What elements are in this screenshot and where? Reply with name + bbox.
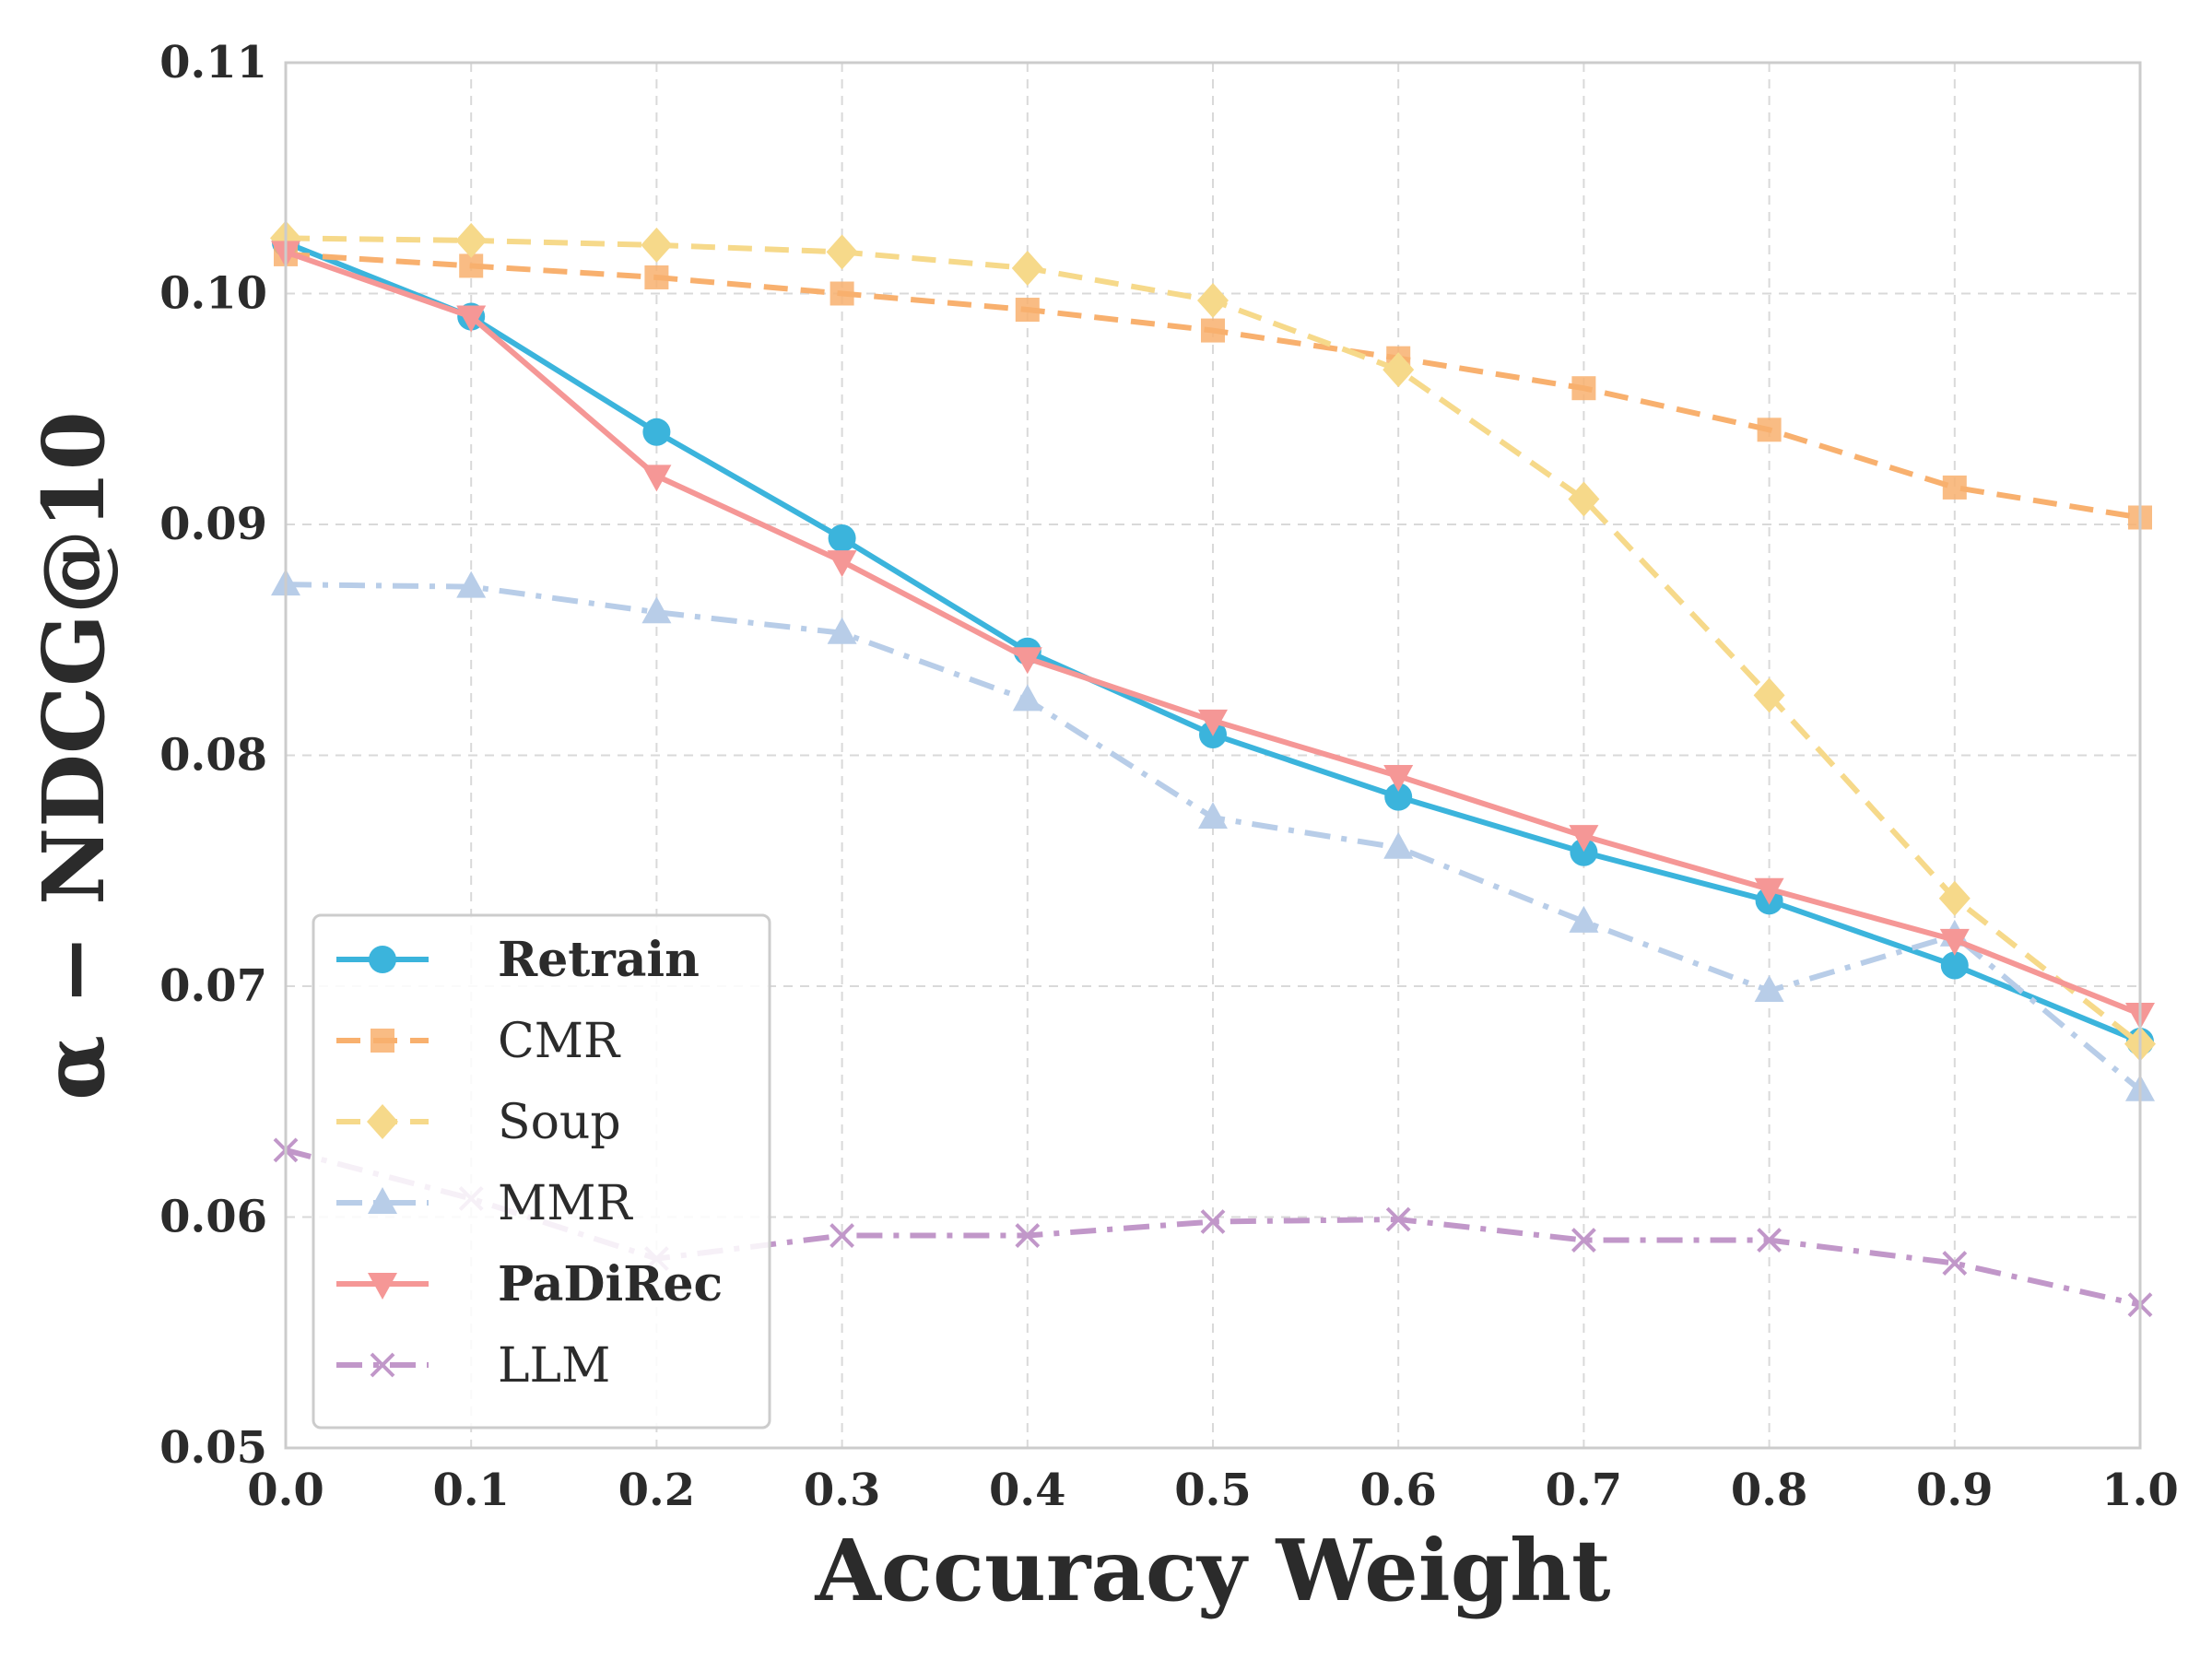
data-point-retrain	[1940, 951, 1969, 980]
x-tick-label: 0.7	[1546, 1465, 1623, 1516]
data-point-padirec	[1383, 765, 1414, 793]
x-tick-label: 1.0	[2101, 1465, 2179, 1516]
y-axis-title: α − NDCG@10	[24, 411, 124, 1100]
data-point-llm	[1757, 1228, 1783, 1253]
data-point-cmr	[1571, 376, 1596, 401]
y-tick-labels: 0.05 0.06 0.07 0.08 0.09 0.10 0.11	[159, 37, 267, 1474]
legend-item-llm: LLM	[336, 1338, 610, 1394]
data-point-cmr	[1201, 318, 1225, 343]
grid	[286, 63, 2140, 1448]
x-tick-label: 0.1	[432, 1465, 510, 1516]
data-point-padirec	[1939, 928, 1970, 956]
data-point-mmr	[641, 596, 672, 624]
legend-label-soup: Soup	[498, 1095, 621, 1150]
x-tick-label: 0.0	[247, 1465, 324, 1516]
data-point-llm	[830, 1223, 855, 1248]
data-point-mmr	[456, 571, 487, 598]
x-tick-label: 0.5	[1174, 1465, 1252, 1516]
legend-item-padirec: PaDiRec	[336, 1256, 723, 1312]
y-tick-label: 0.07	[159, 960, 267, 1012]
data-point-soup	[641, 227, 673, 263]
legend-label-retrain: Retrain	[498, 932, 700, 988]
data-point-llm	[1942, 1251, 1968, 1277]
legend-marker-retrain	[369, 946, 396, 973]
data-point-padirec	[641, 465, 672, 492]
legend-marker-cmr	[371, 1029, 394, 1053]
data-point-padirec	[827, 550, 857, 578]
data-point-cmr	[1942, 475, 1967, 500]
data-point-soup	[1011, 250, 1043, 286]
x-tick-label: 0.3	[804, 1465, 881, 1516]
data-point-mmr	[827, 617, 857, 644]
legend-marker-llm	[370, 1352, 395, 1378]
legend-marker-soup	[367, 1104, 398, 1139]
y-tick-label: 0.06	[159, 1192, 267, 1243]
data-point-llm	[1571, 1228, 1596, 1253]
legend-marker-mmr	[368, 1187, 397, 1214]
data-point-retrain	[1570, 838, 1598, 866]
data-point-soup	[826, 234, 858, 270]
legend-label-padirec: PaDiRec	[498, 1256, 723, 1312]
x-tick-label: 0.9	[1916, 1465, 1994, 1516]
data-point-mmr	[1754, 975, 1784, 1003]
data-point-padirec	[1012, 647, 1042, 675]
legend-item-cmr: CMR	[336, 1014, 621, 1069]
data-point-soup	[1938, 880, 1971, 916]
legend-marker-padirec	[368, 1273, 397, 1300]
y-tick-label: 0.08	[159, 730, 267, 782]
legend-label-mmr: MMR	[498, 1176, 633, 1231]
data-point-cmr	[644, 265, 669, 289]
data-point-mmr	[1383, 831, 1414, 859]
plot-frame	[284, 61, 2142, 1450]
legend-item-mmr: MMR	[336, 1176, 633, 1231]
x-tick-label: 0.4	[989, 1465, 1066, 1516]
data-point-llm	[1385, 1206, 1411, 1232]
data-point-mmr	[1198, 802, 1228, 830]
data-point-mmr	[1569, 905, 1599, 933]
legend-item-soup: Soup	[336, 1095, 621, 1150]
x-tick-label: 0.2	[618, 1465, 696, 1516]
data-point-soup	[1382, 352, 1415, 388]
y-tick-label: 0.05	[159, 1422, 267, 1474]
data-point-padirec	[1754, 877, 1784, 905]
x-tick-label: 0.8	[1731, 1465, 1808, 1516]
data-point-retrain	[642, 418, 671, 446]
data-point-mmr	[1012, 684, 1042, 712]
data-point-soup	[455, 222, 488, 258]
x-tick-label: 0.6	[1359, 1465, 1437, 1516]
data-point-soup	[1568, 481, 1600, 517]
data-point-cmr	[1757, 418, 1782, 442]
y-tick-label: 0.09	[159, 499, 267, 550]
data-point-padirec	[1198, 709, 1228, 736]
data-point-llm	[1200, 1209, 1226, 1234]
data-point-cmr	[830, 281, 854, 306]
data-point-retrain	[828, 524, 856, 553]
legend: Retrain CMR Soup MMR PaDiRec LLM	[312, 913, 771, 1430]
data-point-cmr	[1015, 298, 1040, 323]
x-tick-labels: 0.0 0.1 0.2 0.3 0.4 0.5 0.6 0.7 0.8 0.9 1.0	[247, 1465, 2179, 1516]
data-point-soup	[1753, 677, 1785, 713]
data-point-padirec	[456, 305, 487, 333]
y-tick-label: 0.11	[159, 37, 267, 88]
x-axis-title: Accuracy Weight	[815, 1521, 1611, 1620]
legend-item-retrain: Retrain	[336, 932, 700, 988]
legend-label-cmr: CMR	[498, 1014, 621, 1069]
data-point-retrain	[1384, 782, 1413, 811]
data-point-llm	[1015, 1223, 1041, 1248]
data-point-soup	[1197, 283, 1229, 319]
legend-label-llm: LLM	[498, 1338, 610, 1394]
data-point-padirec	[1569, 825, 1599, 853]
y-tick-label: 0.10	[159, 268, 267, 320]
